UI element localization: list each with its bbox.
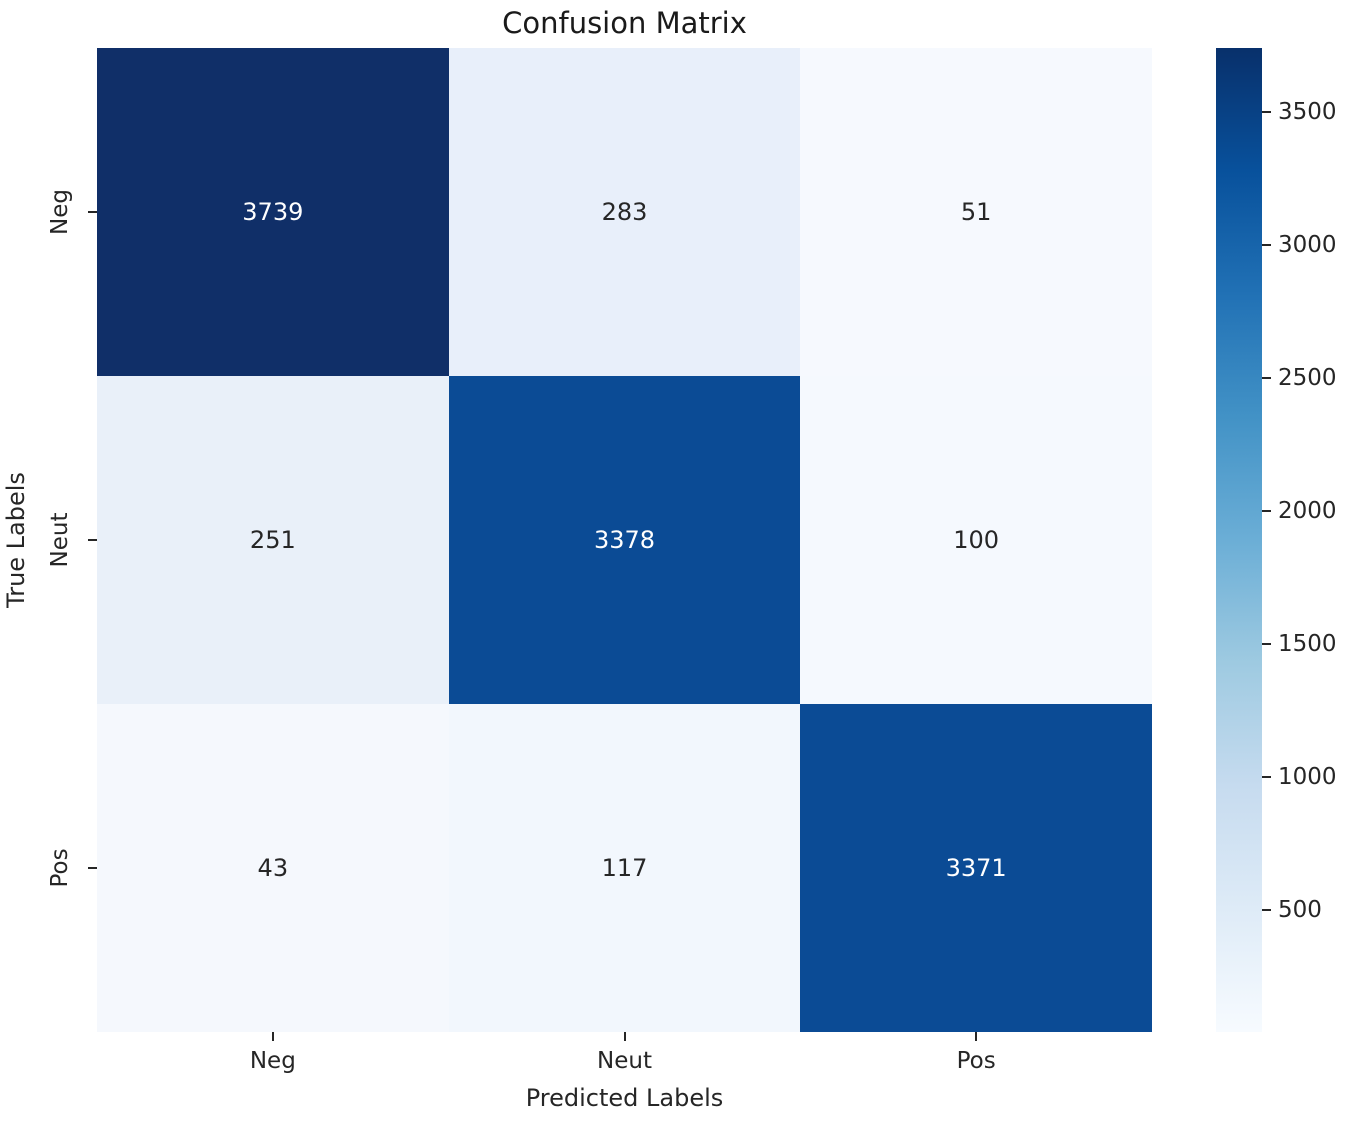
tick-mark [88, 211, 97, 213]
colorbar [1216, 48, 1262, 1032]
heatmap-cell: 3739 [97, 48, 449, 376]
heatmap-cell: 43 [97, 704, 449, 1032]
tick-mark [1262, 243, 1271, 246]
tick-mark [975, 1032, 978, 1041]
heatmap-cell: 117 [448, 704, 801, 1032]
heatmap-grid: 3739 283 51 251 3378 100 43 117 3371 [97, 48, 1152, 1032]
colorbar-tick-label: 1000 [1278, 764, 1337, 791]
cell-value: 3378 [593, 526, 656, 554]
x-tick-label: Neut [597, 1048, 652, 1074]
heatmap-cell: 283 [448, 48, 801, 376]
chart-title: Confusion Matrix [502, 6, 747, 40]
tick-mark [1262, 909, 1271, 912]
tick-mark [623, 1032, 626, 1041]
cell-value: 3371 [945, 854, 1007, 882]
tick-mark [88, 867, 97, 869]
y-axis-label: True Labels [2, 472, 30, 608]
tick-mark [1262, 643, 1271, 646]
tick-mark [1262, 376, 1271, 379]
tick-mark [1262, 509, 1271, 512]
colorbar-tick-label: 500 [1278, 897, 1322, 924]
cell-value: 117 [601, 854, 648, 882]
heatmap-cell: 3371 [800, 704, 1152, 1032]
heatmap-cell: 251 [97, 376, 449, 704]
cell-value: 3739 [242, 198, 304, 226]
cell-value: 100 [953, 526, 1000, 554]
cell-value: 51 [960, 198, 992, 226]
y-tick-label: Neg [47, 189, 73, 235]
tick-mark [1262, 776, 1271, 779]
colorbar-tick-label: 1500 [1278, 631, 1337, 658]
tick-mark [1262, 110, 1271, 113]
x-tick-label: Pos [956, 1048, 996, 1074]
heatmap-cell: 51 [800, 48, 1152, 376]
colorbar-tick-label: 3500 [1278, 98, 1337, 125]
cell-value: 283 [601, 198, 648, 226]
colorbar-tick-label: 3000 [1278, 231, 1337, 258]
tick-mark [88, 539, 97, 541]
colorbar-tick-label: 2000 [1278, 497, 1337, 524]
heatmap-cell: 3378 [448, 376, 801, 704]
x-axis-label: Predicted Labels [525, 1084, 724, 1112]
cell-value: 251 [249, 526, 296, 554]
colorbar-tick-label: 2500 [1278, 364, 1337, 391]
cell-value: 43 [257, 854, 289, 882]
y-tick-label: Neut [47, 512, 73, 568]
y-tick-label: Pos [47, 848, 73, 888]
x-tick-label: Neg [249, 1048, 296, 1074]
tick-mark [271, 1032, 274, 1041]
heatmap-cell: 100 [800, 376, 1152, 704]
